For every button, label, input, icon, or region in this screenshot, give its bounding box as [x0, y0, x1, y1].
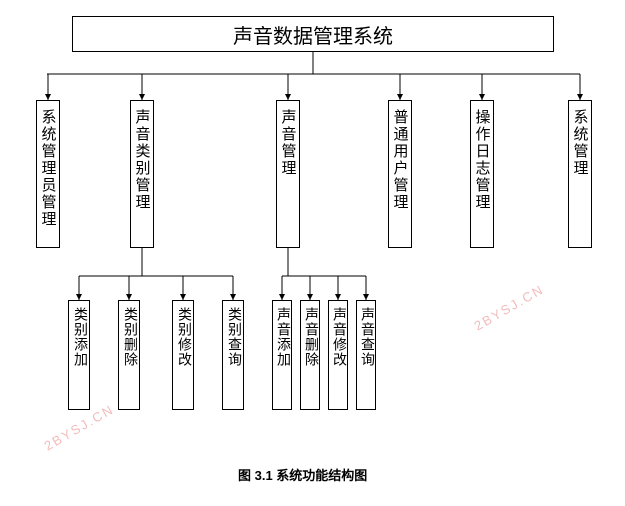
node-label: 类别添加 — [69, 307, 89, 367]
node-label: 类别修改 — [173, 307, 193, 367]
watermark-text: 2BYSJ.CN — [471, 281, 546, 333]
system-structure-diagram: 声音数据管理系统 系统管理员管理 声音类别管理 声音管理 普通用户管理 操作日志… — [0, 0, 625, 506]
node-label: 普通用户管理 — [390, 109, 411, 211]
node-label: 类别删除 — [119, 307, 139, 367]
node-snd-del: 声音删除 — [300, 300, 320, 410]
node-cat-add: 类别添加 — [68, 300, 90, 410]
node-label: 系统管理 — [570, 109, 591, 177]
node-label: 声音删除 — [300, 307, 320, 367]
node-log-mgmt: 操作日志管理 — [470, 100, 494, 248]
figure-caption: 图 3.1 系统功能结构图 — [238, 465, 367, 484]
node-snd-qry: 声音查询 — [356, 300, 376, 410]
node-label: 声音类别管理 — [132, 109, 153, 211]
node-snd-add: 声音添加 — [272, 300, 292, 410]
node-category-mgmt: 声音类别管理 — [130, 100, 154, 248]
watermark: 2BYSJ.CN — [471, 281, 546, 333]
node-label: 声音查询 — [356, 307, 376, 367]
node-cat-del: 类别删除 — [118, 300, 140, 410]
node-label: 声音添加 — [272, 307, 292, 367]
node-system-mgmt: 系统管理 — [568, 100, 592, 248]
node-label: 类别查询 — [223, 307, 243, 367]
connector-lines — [0, 0, 625, 506]
node-label: 系统管理员管理 — [38, 109, 59, 228]
caption-text: 图 3.1 系统功能结构图 — [238, 468, 367, 483]
node-admin-mgmt: 系统管理员管理 — [36, 100, 60, 248]
node-user-mgmt: 普通用户管理 — [388, 100, 412, 248]
node-cat-qry: 类别查询 — [222, 300, 244, 410]
node-snd-mod: 声音修改 — [328, 300, 348, 410]
root-node: 声音数据管理系统 — [72, 16, 554, 52]
root-label: 声音数据管理系统 — [233, 20, 393, 49]
node-sound-mgmt: 声音管理 — [276, 100, 300, 248]
node-label: 声音修改 — [328, 307, 348, 367]
node-label: 操作日志管理 — [472, 109, 493, 211]
node-label: 声音管理 — [278, 109, 299, 177]
node-cat-mod: 类别修改 — [172, 300, 194, 410]
